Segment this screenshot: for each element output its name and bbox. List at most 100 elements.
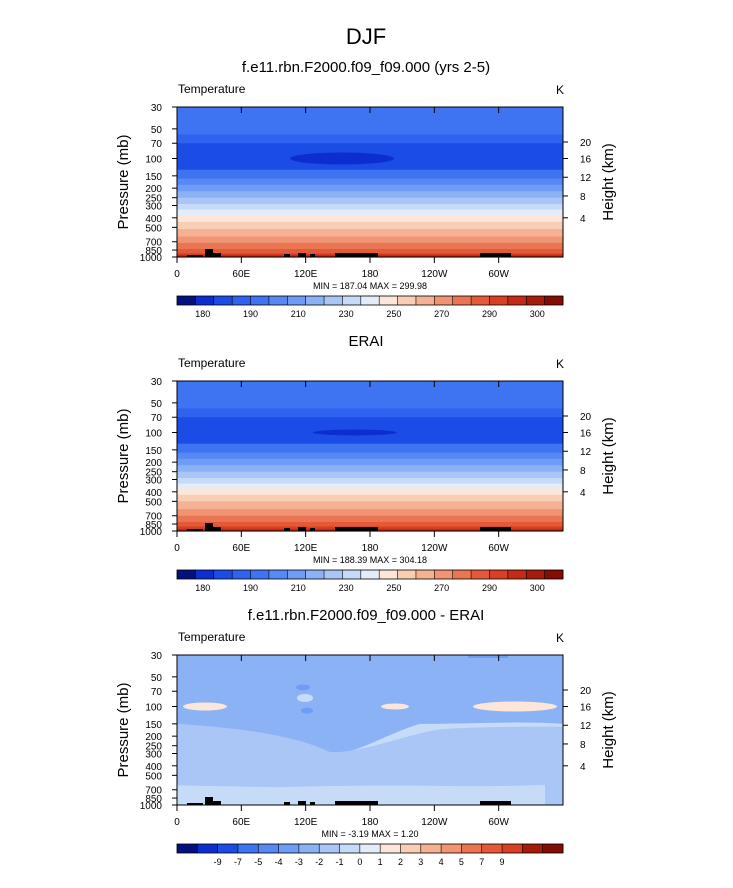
colorbar-swatch: [258, 844, 279, 853]
terrain-mask: [284, 254, 290, 257]
colorbar-label: 4: [439, 857, 444, 867]
colorbar-label: 230: [339, 309, 354, 319]
terrain-mask: [480, 801, 511, 805]
colorbar-label: -9: [214, 857, 222, 867]
colorbar-swatch: [380, 844, 401, 853]
colorbar-swatch: [397, 570, 417, 579]
terrain-mask: [310, 254, 315, 257]
x-tick-label: 60E: [232, 817, 250, 828]
colorbar-swatch: [489, 570, 509, 579]
terrain-mask: [335, 801, 378, 805]
colorbar-label: 180: [195, 583, 210, 593]
y-tick-label: 400: [145, 488, 162, 499]
field-band: [177, 494, 563, 502]
figure-title: DJF: [346, 24, 386, 49]
y-tick-label: 700: [145, 512, 162, 523]
x-tick-label: 60E: [232, 543, 250, 554]
y-tick-label: 250: [145, 742, 162, 753]
y-right-tick-label: 8: [580, 466, 586, 477]
colorbar-label: 270: [434, 583, 449, 593]
terrain-mask: [284, 802, 290, 805]
colorbar-swatch: [217, 844, 239, 853]
y-tick-label: 50: [151, 399, 163, 410]
panel-title: f.e11.rbn.F2000.f09_f09.000 - ERAI: [248, 607, 485, 624]
y-tick-label: 300: [145, 475, 162, 486]
terrain-mask: [213, 253, 221, 257]
terrain-mask: [187, 255, 198, 257]
colorbar-swatch: [471, 570, 490, 579]
y-right-tick-label: 4: [580, 488, 586, 499]
field-band: [177, 501, 563, 510]
colorbar-label: 290: [482, 309, 497, 319]
colorbar-swatch: [268, 570, 288, 579]
colorbar-label: 9: [500, 857, 505, 867]
colorbar-swatch: [197, 844, 219, 853]
colorbar-swatch: [452, 296, 472, 305]
colorbar-swatch: [232, 296, 251, 305]
terrain-mask: [205, 797, 213, 805]
x-tick-label: 120W: [421, 543, 448, 554]
terrain-mask: [480, 253, 511, 257]
colorbar: -9 -7 -5 -4 -3 -2 -1 0 1 2 3 4 5 7 9: [176, 843, 564, 867]
colorbar-swatch: [379, 570, 398, 579]
variable-label: Temperature: [178, 356, 246, 370]
field-band: [177, 458, 563, 466]
field-band: [177, 655, 563, 754]
colorbar-label: 300: [530, 583, 545, 593]
colorbar-swatch: [507, 570, 527, 579]
y-right-axis-label: Height (km): [600, 143, 617, 221]
colorbar-swatch: [420, 844, 442, 853]
y-right-tick-label: 12: [580, 173, 592, 184]
colorbar-swatch: [434, 570, 454, 579]
y-tick-label: 50: [151, 125, 163, 136]
y-tick-label: 300: [145, 201, 162, 212]
colorbar-swatch: [232, 570, 251, 579]
y-tick-label: 100: [145, 703, 162, 714]
field-band: [177, 452, 563, 460]
colorbar-swatch: [237, 844, 259, 853]
colorbar-label: 1: [378, 857, 383, 867]
x-tick-label: 120W: [421, 269, 448, 280]
colorbar-swatch: [526, 570, 546, 579]
terrain-mask: [198, 529, 203, 531]
colorbar-swatch: [415, 570, 435, 579]
y-tick-label: 300: [145, 749, 162, 760]
colorbar-swatch: [339, 844, 361, 853]
field-band: [177, 521, 563, 528]
y-tick-label: 400: [145, 214, 162, 225]
x-tick-label: 180: [362, 543, 379, 554]
terrain-mask: [480, 527, 511, 531]
field-band: [177, 465, 563, 473]
field-band: [177, 221, 563, 230]
x-tick-label: 0: [174, 543, 180, 554]
variable-label: Temperature: [178, 82, 246, 96]
y-tick-label: 30: [151, 377, 163, 388]
colorbar-swatch: [397, 296, 417, 305]
cold-core: [313, 429, 397, 436]
field-band: [177, 134, 563, 144]
field-band: [177, 488, 563, 496]
colorbar-swatch: [360, 570, 380, 579]
colorbar-label: 300: [530, 309, 545, 319]
x-tick-label: 0: [174, 817, 180, 828]
y-tick-label: 50: [151, 673, 163, 684]
colorbar-label: 230: [339, 583, 354, 593]
y-right-tick-label: 20: [580, 686, 592, 697]
colorbar-swatch: [177, 570, 196, 579]
colorbar-swatch: [359, 844, 381, 853]
colorbar-swatch: [305, 296, 325, 305]
colorbar-label: 210: [291, 309, 306, 319]
plot-area: [177, 655, 563, 805]
colorbar-label: 250: [386, 583, 401, 593]
plot-area: [177, 381, 563, 532]
panel-title: ERAI: [348, 333, 383, 350]
y-right-tick-label: 4: [580, 762, 586, 773]
panels: f.e11.rbn.F2000.f09_f09.000 (yrs 2-5) Tem…: [115, 59, 617, 867]
y-tick-label: 400: [145, 762, 162, 773]
colorbar-swatch: [360, 296, 380, 305]
cold-anomaly: [296, 684, 310, 691]
colorbar-swatch: [342, 570, 362, 579]
units-label: K: [556, 631, 564, 645]
